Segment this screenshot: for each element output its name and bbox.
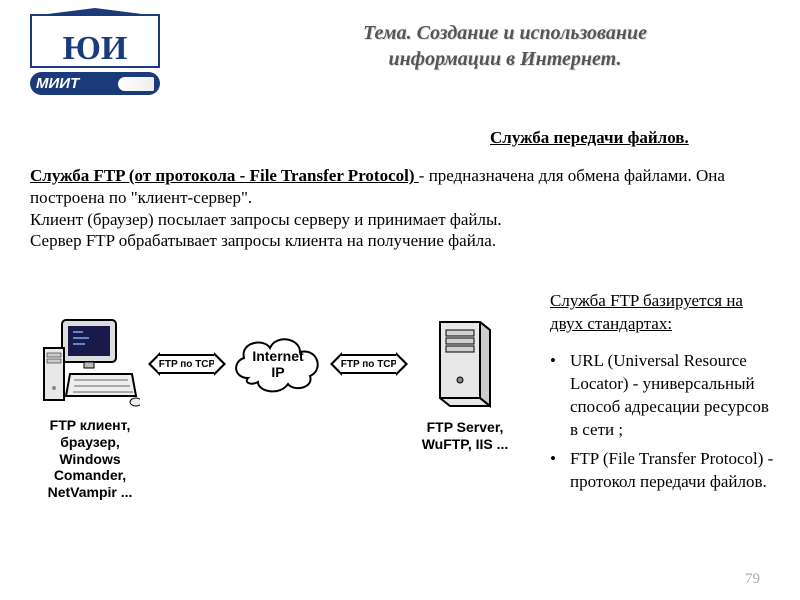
- arrow-right: FTP по TCP: [330, 350, 408, 378]
- client-node: FTP клиент, браузер, Windows Comander, N…: [30, 318, 150, 501]
- server-icon: [430, 310, 500, 410]
- logo-sub: МИИТ: [30, 72, 160, 95]
- pc-icon: [40, 318, 140, 408]
- page-number: 79: [745, 571, 760, 588]
- client-label: FTP клиент, браузер, Windows Comander, N…: [30, 417, 150, 501]
- internet-cloud: Internet IP: [228, 328, 328, 403]
- train-icon: [118, 77, 154, 91]
- standards-text: Служба FTP базируется на двух стандартах…: [550, 290, 775, 500]
- server-label: FTP Server, WuFTP, IIS ...: [415, 419, 515, 453]
- logo-char: ЮИ: [63, 32, 128, 66]
- section-heading: Служба передачи файлов.: [490, 128, 689, 148]
- list-item: FTP (File Transfer Protocol) - протокол …: [550, 448, 775, 494]
- list-item: URL (Universal Resource Locator) - униве…: [550, 350, 775, 442]
- body-paragraph: Служба FTP (от протокола - File Transfer…: [30, 165, 770, 252]
- institution-logo: ЮИ МИИТ: [30, 8, 160, 95]
- server-node: FTP Server, WuFTP, IIS ...: [415, 310, 515, 453]
- ftp-diagram: FTP клиент, браузер, Windows Comander, N…: [30, 300, 520, 500]
- slide-title: Тема. Создание и использование информаци…: [280, 20, 730, 72]
- arrow-left: FTP по TCP: [148, 350, 226, 378]
